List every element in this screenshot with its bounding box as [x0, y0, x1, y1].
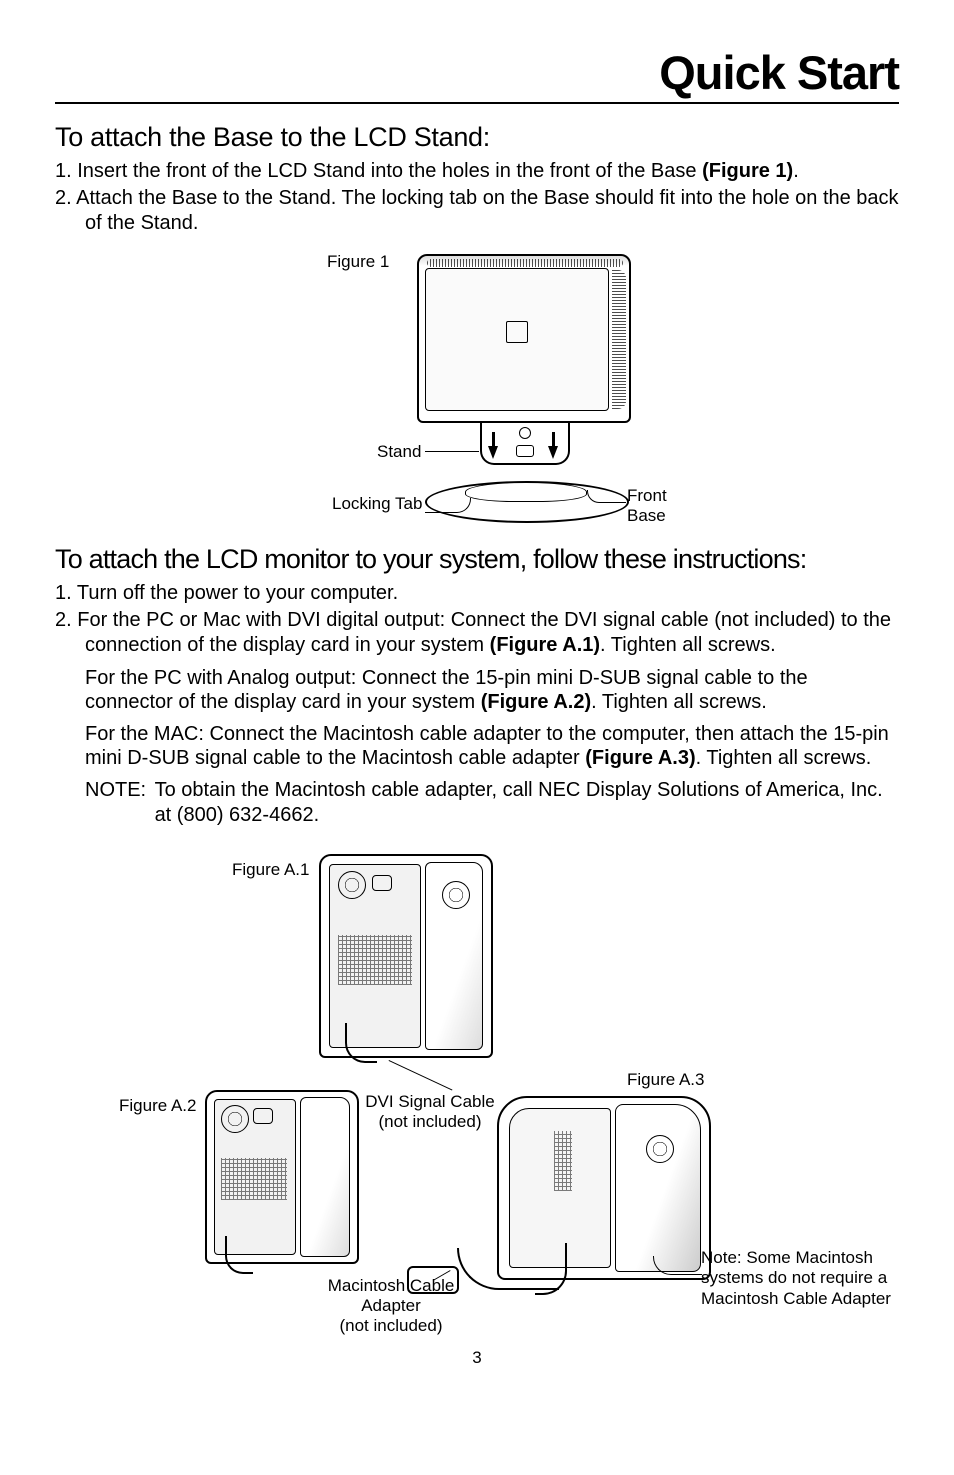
- mac-adapter-line2: Adapter: [361, 1296, 421, 1315]
- section1-list: 1. Insert the front of the LCD Stand int…: [55, 159, 899, 236]
- item-num: 1.: [55, 160, 72, 182]
- pc-side: [300, 1097, 350, 1257]
- dvi-cable-label: DVI Signal Cable (not included): [355, 1092, 505, 1132]
- note-block: NOTE: To obtain the Macintosh cable adap…: [85, 778, 899, 828]
- port-icon: [253, 1108, 273, 1124]
- note-text: To obtain the Macintosh cable adapter, c…: [155, 778, 899, 828]
- pc-back-panel: [329, 864, 421, 1048]
- sub-paragraph: For the MAC: Connect the Macintosh cable…: [85, 722, 899, 770]
- lead-curve: [587, 490, 626, 503]
- dvi-line2: (not included): [378, 1112, 481, 1131]
- item-text: Turn off the power to your computer.: [77, 582, 398, 604]
- monitor-top-vent: [427, 259, 623, 267]
- section2-list: 1. Turn off the power to your computer. …: [55, 581, 899, 658]
- figure1-caption: Figure 1: [327, 252, 389, 272]
- item-bold: (Figure A.1): [490, 634, 600, 656]
- para-bold: (Figure A.2): [481, 691, 591, 713]
- pc-side: [425, 862, 483, 1050]
- stand-label: Stand: [377, 442, 421, 462]
- mac-adapter-label: Macintosh Cable Adapter (not included): [311, 1276, 471, 1336]
- base-ridge: [465, 482, 587, 502]
- figure-a3-caption: Figure A.3: [627, 1070, 705, 1090]
- sub-paragraph: For the PC with Analog output: Connect t…: [85, 666, 899, 714]
- arrow-down-icon: [488, 446, 498, 459]
- section1-heading: To attach the Base to the LCD Stand:: [55, 122, 899, 153]
- figure-a2-caption: Figure A.2: [119, 1096, 197, 1116]
- dvi-line1: DVI Signal Cable: [365, 1092, 494, 1111]
- note-label: NOTE:: [85, 778, 149, 803]
- lead-curve: [653, 1256, 702, 1275]
- para-suffix: . Tighten all screws.: [696, 747, 872, 769]
- lead-line: [425, 451, 479, 452]
- vent-icon: [221, 1105, 249, 1133]
- item-suffix: . Tighten all screws.: [600, 634, 776, 656]
- item-bold: (Figure 1): [702, 160, 793, 182]
- cable-segment: [535, 1243, 567, 1295]
- port-icon: [372, 875, 392, 891]
- list-item: 2. Attach the Base to the Stand. The loc…: [55, 186, 899, 236]
- item-num: 2.: [55, 609, 72, 631]
- locking-tab-label: Locking Tab: [332, 494, 422, 514]
- page-number: 3: [55, 1348, 899, 1368]
- cable-segment: [345, 1023, 377, 1063]
- cable-segment: [225, 1236, 253, 1274]
- figure-a-group: Figure A.1 Figure A.2 DVI Signal Cable (…: [97, 848, 857, 1338]
- item-suffix: .: [793, 160, 799, 182]
- monitor-screen: [425, 268, 609, 411]
- stand-circle: [519, 427, 531, 439]
- stand-hole: [516, 445, 534, 457]
- vent-icon: [646, 1135, 674, 1163]
- list-item: 1. Insert the front of the LCD Stand int…: [55, 159, 899, 184]
- front-base-label: Front Base: [627, 486, 687, 526]
- lead-curve: [425, 498, 471, 513]
- para-suffix: . Tighten all screws.: [591, 691, 767, 713]
- mac-adapter-line3: (not included): [339, 1316, 442, 1335]
- monitor-outline: [417, 254, 631, 423]
- pc-back-panel: [214, 1099, 296, 1255]
- item-text: Attach the Base to the Stand. The lockin…: [76, 187, 898, 234]
- section2-heading: To attach the LCD monitor to your system…: [55, 544, 899, 575]
- screen-button: [506, 321, 528, 343]
- port-grid: [221, 1158, 287, 1200]
- item-num: 1.: [55, 582, 72, 604]
- para-bold: (Figure A.3): [585, 747, 695, 769]
- mac-side: [615, 1104, 701, 1272]
- mac-side-note: Note: Some Macintosh systems do not requ…: [701, 1248, 911, 1309]
- figure-a1-caption: Figure A.1: [232, 860, 310, 880]
- list-item: 1. Turn off the power to your computer.: [55, 581, 899, 606]
- item-num: 2.: [55, 187, 72, 209]
- list-item: 2. For the PC or Mac with DVI digital ou…: [55, 608, 899, 658]
- port-grid: [554, 1131, 572, 1191]
- port-grid: [338, 935, 412, 985]
- arrow-down-icon: [548, 446, 558, 459]
- figure-1: Figure 1 Stand Locking Tab Front Base: [267, 246, 687, 526]
- vent-icon: [442, 881, 470, 909]
- page-title: Quick Start: [55, 45, 899, 104]
- item-text: Insert the front of the LCD Stand into t…: [77, 160, 702, 182]
- vent-icon: [338, 871, 366, 899]
- monitor-side-vent: [612, 270, 626, 409]
